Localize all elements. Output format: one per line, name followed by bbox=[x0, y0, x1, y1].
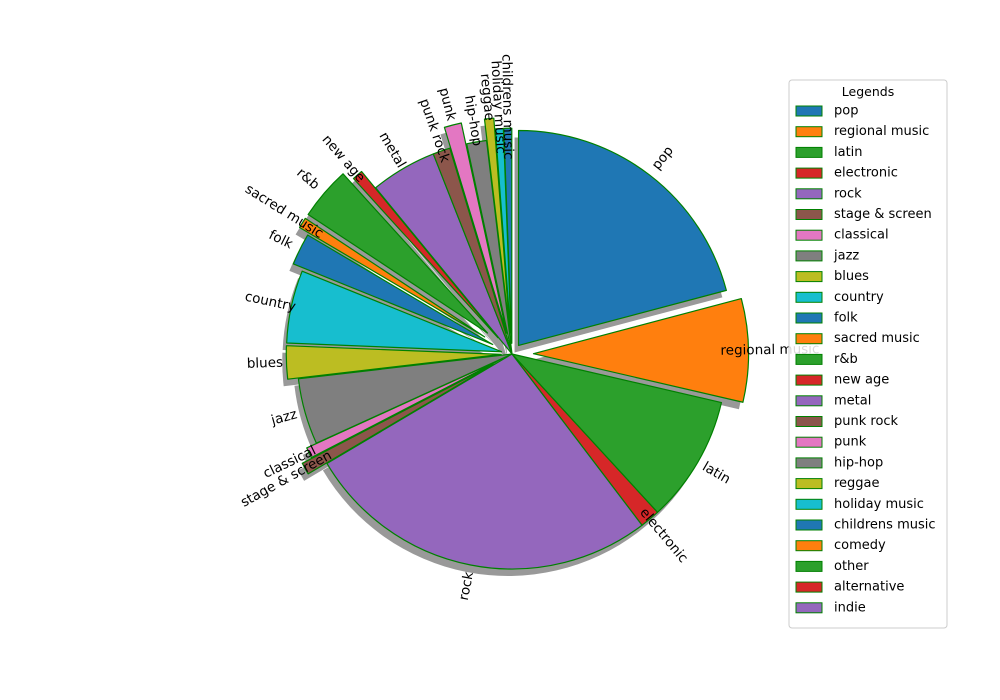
slice-blues bbox=[285, 345, 502, 380]
legend-label-indie: indie bbox=[834, 600, 866, 615]
slice-country bbox=[286, 270, 503, 353]
slice-rock bbox=[326, 353, 643, 570]
legend-label-jazz: jazz bbox=[833, 248, 859, 263]
legend-swatch-sacred-music bbox=[795, 333, 823, 345]
legend-swatch-pop bbox=[795, 105, 823, 117]
legend-swatch-electronic bbox=[795, 167, 823, 179]
legend-label-classical: classical bbox=[834, 228, 889, 243]
slice-label-latin: latin bbox=[699, 459, 733, 488]
slice-jazz bbox=[297, 353, 513, 444]
legend-label-other: other bbox=[834, 559, 869, 574]
legend-swatch-latin bbox=[795, 146, 823, 158]
legend-label-stage-and-screen: stage & screen bbox=[834, 207, 932, 222]
legend-swatch-punk bbox=[795, 436, 823, 448]
legend-label-latin: latin bbox=[834, 145, 863, 160]
legend-swatch-blues bbox=[795, 271, 823, 283]
slice-classical bbox=[306, 358, 503, 459]
slice-punk-rock bbox=[432, 147, 513, 355]
slice-label-holiday-music: holiday music bbox=[487, 60, 508, 154]
legend-swatch-childrens-music bbox=[795, 519, 823, 531]
slice-label-jazz: jazz bbox=[268, 406, 298, 429]
legend-items: pop regional music latin electronic rock stag… bbox=[795, 104, 936, 615]
legend-label-rock: rock bbox=[834, 186, 862, 201]
legend-swatch-reggae bbox=[795, 478, 823, 490]
slice-sacred-music bbox=[298, 217, 486, 338]
legend-swatch-metal bbox=[795, 395, 823, 407]
legend-label-reggae: reggae bbox=[834, 476, 880, 491]
legend-swatch-hip-hop bbox=[795, 457, 823, 469]
slice-label-childrens-music: childrens music bbox=[498, 54, 516, 160]
legend-label-alternative: alternative bbox=[834, 580, 904, 595]
slice-folk bbox=[292, 234, 494, 346]
slice-label-reggae: reggae bbox=[477, 73, 497, 122]
legend-swatch-folk bbox=[795, 312, 823, 324]
slice-pop bbox=[517, 129, 727, 347]
slice-new-age bbox=[352, 170, 499, 339]
legend-title: Legends bbox=[842, 84, 894, 99]
legend-label-randb: r&b bbox=[834, 352, 858, 367]
slice-label-folk: folk bbox=[266, 227, 295, 252]
slice-label-pop: pop bbox=[649, 143, 677, 173]
slice-label-country: country bbox=[243, 289, 297, 316]
legend-label-country: country bbox=[834, 290, 884, 305]
legend-swatch-indie bbox=[795, 602, 823, 614]
legend-swatch-rock bbox=[795, 188, 823, 200]
legend-label-sacred-music: sacred music bbox=[834, 331, 920, 346]
legend-box bbox=[788, 79, 948, 629]
legend-swatch-comedy bbox=[795, 540, 823, 552]
slice-stage-and-screen bbox=[301, 363, 494, 475]
legend-label-pop: pop bbox=[834, 104, 858, 119]
legend-swatch-regional-music bbox=[795, 126, 823, 138]
legend: Legends pop regional music latin electronic… bbox=[788, 79, 948, 629]
slice-label-rock: rock bbox=[456, 570, 477, 601]
legend-swatch-new-age bbox=[795, 374, 823, 386]
legend-label-comedy: comedy bbox=[834, 538, 886, 553]
legend-label-punk: punk bbox=[834, 435, 867, 450]
legend-swatch-punk-rock bbox=[795, 416, 823, 427]
slice-randb bbox=[307, 173, 489, 334]
legend-label-blues: blues bbox=[834, 269, 869, 284]
slice-reggae bbox=[483, 117, 511, 334]
legend-swatch-stage-and-screen bbox=[795, 209, 823, 220]
slice-label-randb: r&b bbox=[293, 165, 322, 193]
slice-punk bbox=[443, 122, 508, 334]
legend-swatch-jazz bbox=[795, 250, 823, 262]
legend-swatch-alternative bbox=[795, 581, 823, 593]
legend-label-metal: metal bbox=[834, 393, 871, 408]
legend-swatch-country bbox=[795, 291, 823, 303]
slice-label-metal: metal bbox=[376, 129, 409, 171]
legend-swatch-randb bbox=[795, 353, 823, 365]
slice-label-electronic: electronic bbox=[636, 505, 691, 566]
legend-label-holiday-music: holiday music bbox=[834, 497, 924, 512]
legend-swatch-holiday-music bbox=[795, 498, 823, 510]
legend-label-regional-music: regional music bbox=[834, 124, 929, 139]
slice-latin bbox=[511, 353, 723, 513]
legend-swatch-classical bbox=[795, 229, 823, 241]
slice-label-blues: blues bbox=[247, 355, 284, 372]
legend-label-folk: folk bbox=[834, 311, 858, 326]
slice-regional-music bbox=[532, 297, 750, 403]
legend-label-hip-hop: hip-hop bbox=[834, 455, 883, 470]
slice-childrens-music bbox=[503, 127, 513, 344]
legend-label-childrens-music: childrens music bbox=[834, 518, 936, 533]
legend-label-punk-rock: punk rock bbox=[834, 414, 899, 429]
legend-label-electronic: electronic bbox=[834, 166, 898, 181]
legend-swatch-other bbox=[795, 560, 823, 572]
pie-slices bbox=[285, 117, 750, 570]
legend-label-new-age: new age bbox=[834, 373, 889, 388]
